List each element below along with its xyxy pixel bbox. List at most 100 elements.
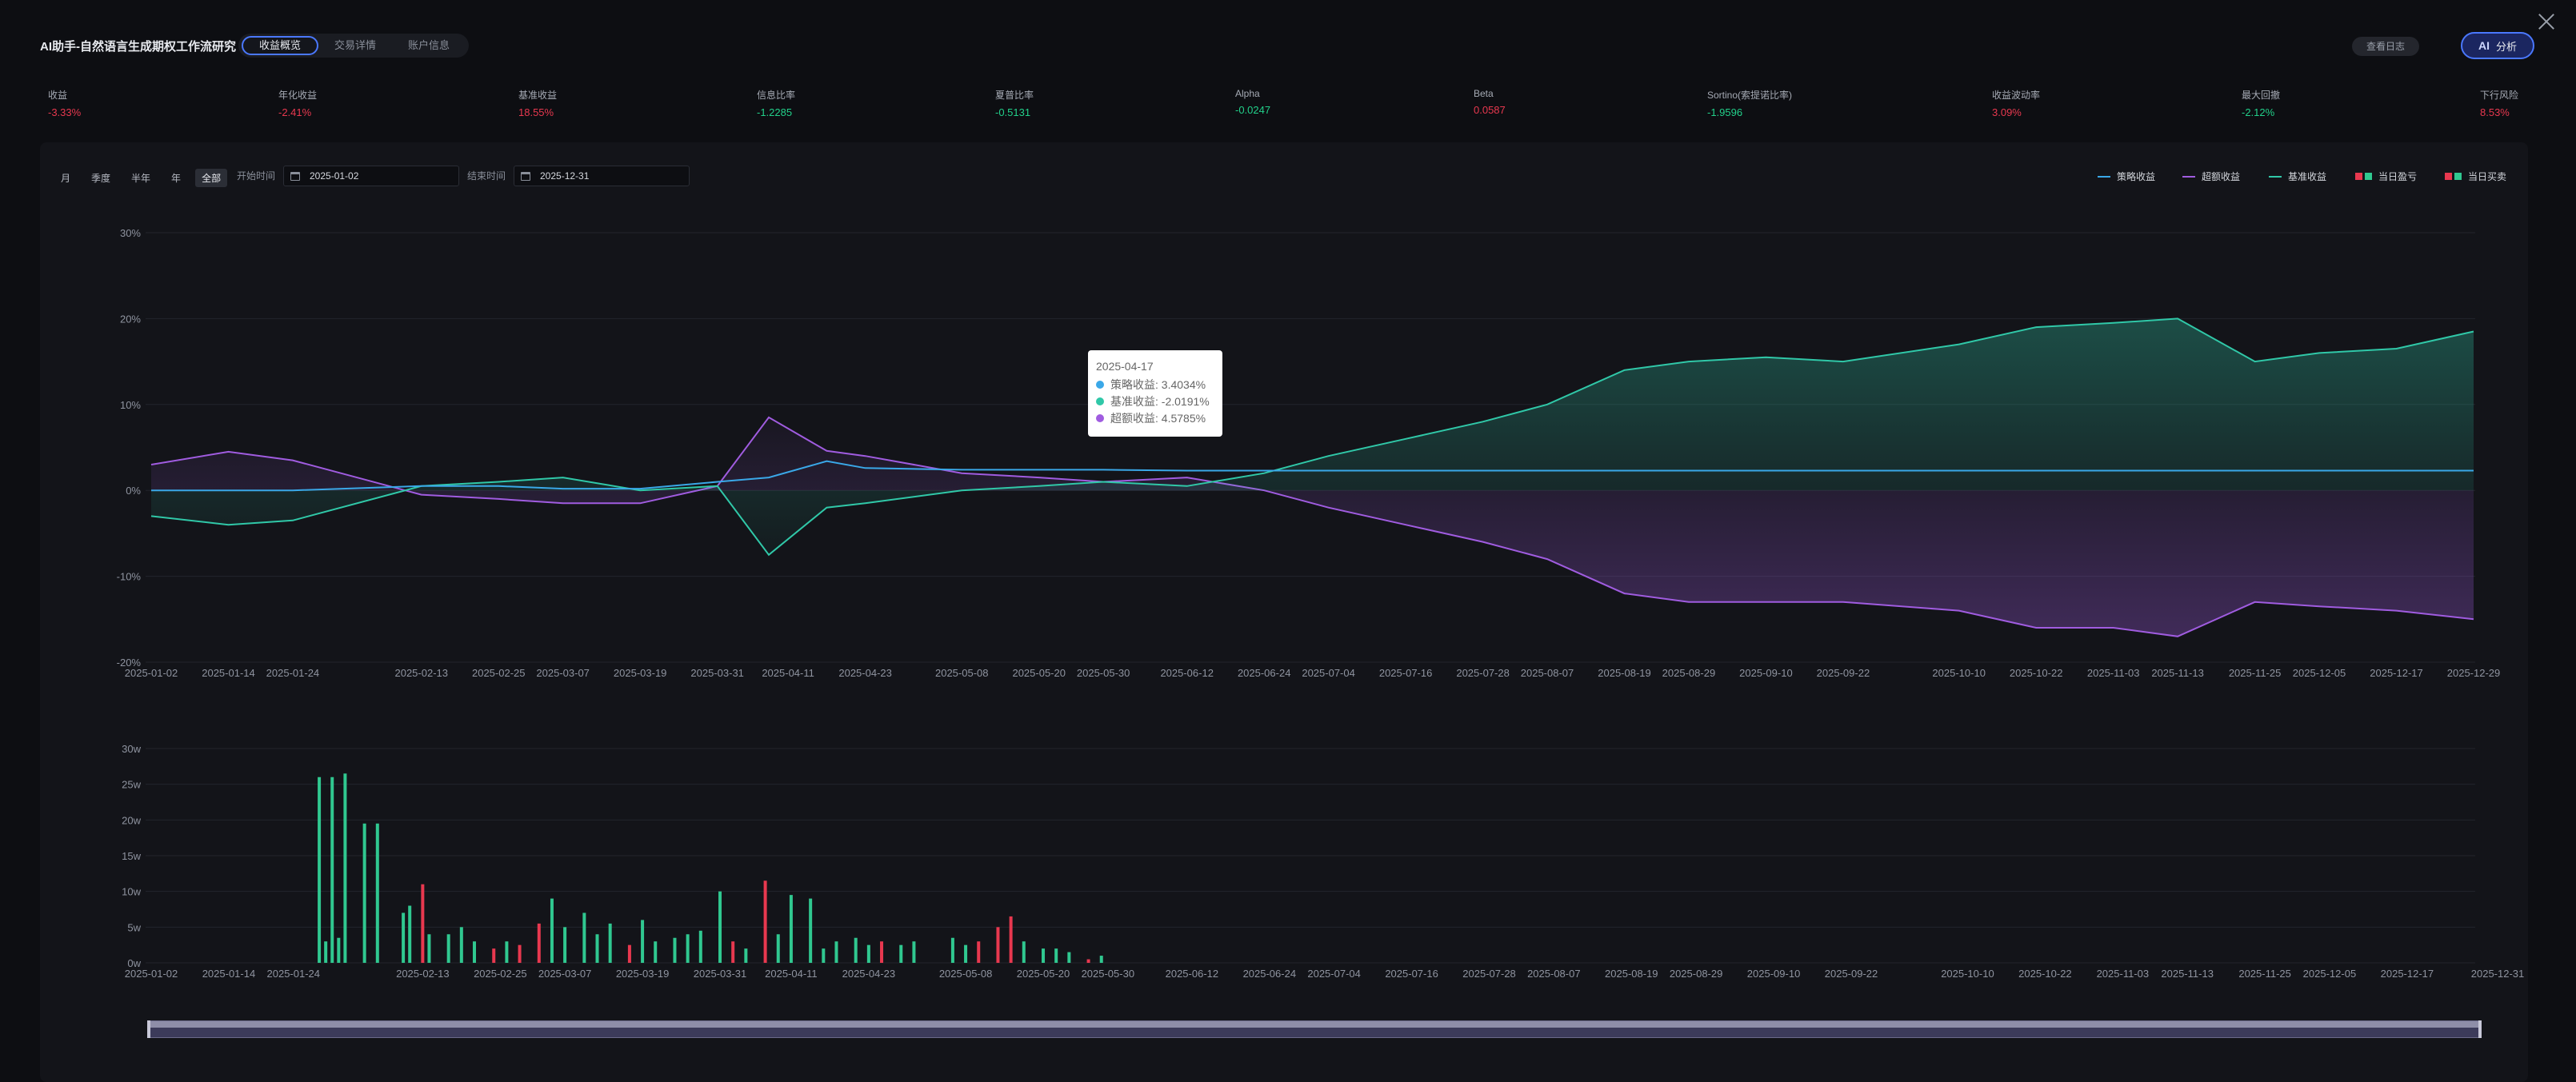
metric-label: 夏普比率 [995,90,1034,101]
metric-value: -2.12% [2242,106,2275,118]
bar [822,948,826,963]
x-tick-label: 2025-06-12 [1160,667,1214,679]
metric-item: 信息比率 -1.2285 [757,88,795,118]
x-tick-label: 2025-05-08 [939,968,993,980]
metric-label: Sortino(索提诺比率) [1707,90,1793,101]
legend-daily-trade[interactable]: 当日买卖 [2445,170,2506,183]
x-tick-label: 2025-08-19 [1598,667,1651,679]
legend-strategy[interactable]: 策略收益 [2098,170,2155,183]
metric-label: 收益 [48,90,68,101]
bar [1099,956,1103,963]
x-tick-label: 2025-07-28 [1456,667,1510,679]
bar [731,941,735,963]
series-line [150,416,2474,637]
bar [550,898,554,963]
bar [343,773,347,963]
metric-value: 3.09% [1992,106,2022,118]
bar [518,944,522,963]
zoom-track [149,1021,2480,1028]
period-half-year[interactable]: 半年 [131,173,151,184]
zoom-left-handle[interactable] [147,1020,150,1038]
zoom-slider[interactable] [147,1020,2482,1038]
x-tick-label: 2025-10-10 [1932,667,1986,679]
period-year[interactable]: 年 [171,173,182,184]
x-tick-label: 2025-03-19 [616,968,670,980]
x-tick-label: 2025-04-11 [762,667,814,679]
x-tick-label: 2025-12-31 [2471,968,2525,980]
metric-item: Alpha -0.0247 [1235,88,1270,116]
tooltip-row-label: 基准收益: -2.0191% [1110,394,1210,408]
view-log-button[interactable]: 查看日志 [2352,37,2420,56]
y-tick-label: 0w [127,957,141,969]
period-all[interactable]: 全部 [195,169,228,187]
bar [789,895,793,963]
metric-label: 信息比率 [757,90,796,101]
zoom-right-handle[interactable] [2478,1020,2482,1038]
bar [744,948,748,963]
legend-excess[interactable]: 超额收益 [2182,170,2240,183]
x-tick-label: 2025-08-29 [1670,968,1723,980]
y-tick-label: 10% [120,399,141,411]
ai-icon: AI [2478,39,2490,52]
x-tick-label: 2025-08-19 [1605,968,1658,980]
bar [1054,948,1058,963]
x-tick-label: 2025-01-02 [125,968,178,980]
x-tick-label: 2025-11-25 [2229,667,2282,679]
bar [337,937,341,963]
tab-overview[interactable]: 收益概览 [242,36,319,55]
tooltip-row-label: 策略收益: 3.4034% [1110,377,1206,391]
metric-label: 最大回撤 [2242,90,2281,101]
metric-item: 夏普比率 -0.5131 [995,88,1034,118]
x-tick-label: 2025-09-22 [1817,667,1870,679]
bar [776,934,780,963]
end-date-label: 结束时间 [467,170,506,182]
series-line [151,460,2474,492]
metric-item: 下行风险 8.53% [2480,88,2518,118]
metric-value: -3.33% [48,106,82,118]
dot-icon [1096,380,1104,389]
x-tick-label: 2025-07-04 [1307,968,1361,980]
x-tick-label: 2025-12-29 [2447,667,2501,679]
period-month[interactable]: 月 [61,173,71,184]
bar [950,937,954,963]
x-tick-label: 2025-02-25 [474,968,527,980]
x-tick-label: 2025-05-20 [1012,667,1066,679]
end-date-input[interactable]: 2025-12-31 [514,166,690,186]
tab-account-info[interactable]: 账户信息 [408,39,450,51]
bar [505,941,509,963]
y-tick-label: 30w [122,743,141,755]
metric-item: 收益 -3.33% [48,88,81,118]
metric-item: 年化收益 -2.41% [278,88,317,118]
bar [627,944,631,963]
bar [472,941,476,963]
x-tick-label: 2025-01-14 [202,667,255,679]
bar [459,927,463,963]
x-tick-label: 2025-03-07 [536,667,590,679]
x-tick-label: 2025-05-30 [1077,667,1130,679]
x-tick-label: 2025-11-13 [2161,968,2214,980]
metric-label: 年化收益 [278,90,318,101]
metric-value: 8.53% [2480,106,2510,118]
ai-analyze-label: 分析 [2496,40,2518,53]
legend-label: 当日盈亏 [2378,171,2418,182]
x-tick-label: 2025-06-24 [1238,667,1291,679]
metric-label: Beta [1474,88,1494,99]
tooltip-row: 超额收益: 4.5785% [1096,409,1214,426]
x-tick-label: 2025-09-10 [1747,968,1801,980]
period-quarter[interactable]: 季度 [91,173,111,184]
calendar-icon [521,171,530,181]
tab-trade-details[interactable]: 交易详情 [334,39,377,51]
end-date-value: 2025-12-31 [540,170,590,182]
metric-item: 收益波动率 3.09% [1992,88,2040,118]
ai-analyze-button[interactable]: AI 分析 [2461,32,2535,59]
legend-daily-pnl[interactable]: 当日盈亏 [2355,170,2417,183]
bar [1067,952,1071,963]
start-date-input[interactable]: 2025-01-02 [283,166,459,186]
bar [763,880,767,963]
bar [1042,948,1046,963]
legend-benchmark[interactable]: 基准收益 [2269,170,2326,183]
bar [673,937,677,963]
x-tick-label: 2025-11-03 [2087,667,2140,679]
square-swatch-icon [2365,173,2372,180]
